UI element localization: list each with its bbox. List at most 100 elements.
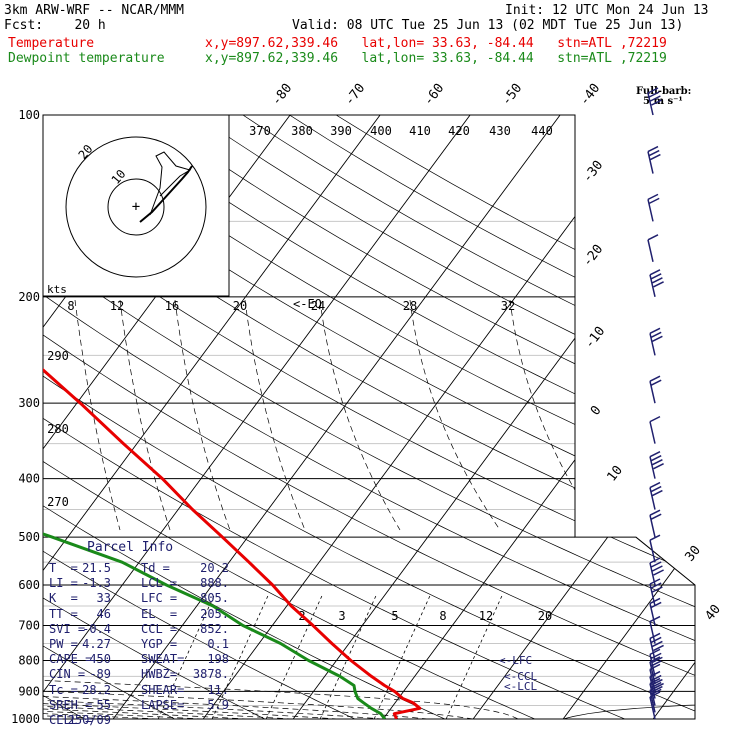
dry-adiabat-line <box>102 115 695 719</box>
isotherm-line <box>562 115 695 719</box>
parcel-info-value: -89 <box>89 667 111 682</box>
isotherm-label: 40 <box>703 602 724 624</box>
isotherm-label: -20 <box>580 242 606 270</box>
level-marker-lcl: <-LCL <box>504 680 537 693</box>
pressure-tick-label: 300 <box>18 396 40 410</box>
dry-adiabat-line <box>43 115 265 719</box>
hodograph-arc <box>319 299 401 531</box>
isotherm-label: -50 <box>499 81 525 109</box>
wind-barb <box>647 193 660 222</box>
wind-barb <box>649 450 664 479</box>
theta-label: 440 <box>531 124 553 138</box>
parcel-info-label: Td = <box>141 561 170 575</box>
parcel-info-row: LI = -1.3 LCL = 888. <box>49 576 235 591</box>
hodograph-speed-label: 20 <box>233 299 247 313</box>
hodograph-arc <box>409 299 501 531</box>
hodograph-arc <box>244 299 306 531</box>
hodograph-speed-label: 28 <box>403 299 417 313</box>
dry-adiabat-line <box>43 115 355 719</box>
isotherm-line <box>0 115 20 719</box>
parcel-info-value: 46 <box>96 606 111 621</box>
parcel-info-label: CCL = <box>141 621 178 636</box>
pressure-tick-label: 1000 <box>11 712 40 726</box>
dewpoint-legend-label: Dewpoint temperature <box>8 51 165 66</box>
mixing-ratio-line <box>265 593 324 719</box>
pressure-tick-label: 500 <box>18 530 40 544</box>
wind-barb <box>647 145 661 174</box>
parcel-info-value: 205. <box>200 606 229 621</box>
dry-adiabat-line <box>43 115 695 719</box>
parcel-info-value: 11. <box>207 682 229 697</box>
isotherm-label: -70 <box>342 81 368 109</box>
isotherm-line <box>292 115 695 719</box>
parcel-info-row: Tc = 28.2 SHEAR= 11. <box>49 683 235 698</box>
parcel-info-label: T = <box>49 561 78 575</box>
theta-label: 410 <box>409 124 431 138</box>
parcel-info-row: SREH = 55 LAPSE= 5.9 <box>49 698 235 713</box>
parcel-info-row: SVI = -0.4 CCL = 852. <box>49 622 235 637</box>
hodograph-eq-marker: <-EQ <box>293 297 322 311</box>
parcel-info-label: LFC = <box>141 591 178 606</box>
isotherm-label: -60 <box>421 81 447 109</box>
parcel-info-row: T = 21.5 Td = 20.2 <box>49 561 235 576</box>
parcel-info-box: Parcel Info T = 21.5 Td = 20.2 LI = -1.3 LCL =… <box>43 538 236 728</box>
temperature-location: x,y=897.62,339.46 lat,lon= 33.63, -84.44… <box>205 36 667 51</box>
wind-barb <box>649 615 661 644</box>
mixing-ratio-label: 20 <box>538 609 552 623</box>
dry-adiabat-line <box>289 115 695 719</box>
pressure-tick-label: 600 <box>18 578 40 592</box>
wind-barb <box>649 632 664 661</box>
parcel-info-row: PW = 4.27 YGP = 0.1 <box>49 637 235 652</box>
hodograph-ring <box>107 178 165 236</box>
dry-adiabat-line <box>56 115 695 719</box>
wind-barb <box>649 415 661 444</box>
parcel-info-label: SVI = <box>49 621 86 636</box>
hodograph-storm-trace <box>149 151 192 216</box>
hodograph-trace <box>139 165 193 223</box>
pressure-tick-label: 400 <box>18 472 40 486</box>
parcel-info-label: TT = <box>49 606 78 621</box>
pressure-tick-label: 200 <box>18 290 40 304</box>
wind-barb <box>649 509 662 538</box>
theta-label: 390 <box>330 124 352 138</box>
theta-label: 420 <box>448 124 470 138</box>
parcel-info-value: -0.4 <box>82 621 111 636</box>
dry-adiabat-line <box>43 115 175 719</box>
hodograph-speed-label: 16 <box>165 299 179 313</box>
wind-barb <box>649 327 663 356</box>
dry-adiabat-line <box>43 115 695 719</box>
parcel-info-label: EL = <box>141 606 178 621</box>
pressure-tick-label: 700 <box>18 618 40 632</box>
mixing-ratio-line <box>445 593 504 719</box>
parcel-info-row: CELL = 250/09 <box>49 713 235 728</box>
parcel-info-row: TT = 46 EL = 205. <box>49 607 235 622</box>
temperature-legend-label: Temperature <box>8 36 95 51</box>
parcel-info-value: 28.2 <box>82 682 111 697</box>
moist-adiabat-line <box>43 296 519 719</box>
isotherm-line <box>43 115 471 719</box>
hodograph-ring <box>65 136 207 278</box>
mixing-ratio-line <box>373 593 432 719</box>
parcel-info-row: CAPE = 450 SWEAT= 198 <box>49 652 235 667</box>
parcel-info-label: LAPSE= <box>141 697 185 712</box>
parcel-info-value: 3878. <box>192 667 229 682</box>
mixing-ratio-label: 3 <box>338 609 345 623</box>
wind-barb <box>649 578 663 607</box>
parcel-info-label: CIN = <box>49 667 86 682</box>
dry-adiabat-line <box>43 115 625 719</box>
parcel-info-label: HWBZ= <box>141 667 178 682</box>
hodograph-speed-label: 32 <box>501 299 515 313</box>
parcel-info-value: 5.9 <box>207 697 229 712</box>
hodograph-speed-label: 24 <box>311 299 325 313</box>
isotherm-label: -30 <box>580 158 606 186</box>
dry-adiabat-line <box>43 115 695 719</box>
isotherm-line <box>472 115 695 719</box>
dry-adiabat-line <box>43 115 535 719</box>
init-time: Init: 12 UTC Mon 24 Jun 13 <box>505 3 709 18</box>
pressure-tick-label: 900 <box>18 684 40 698</box>
parcel-info-label: YGP = <box>141 637 178 651</box>
dry-adiabat-label: 270 <box>47 495 69 509</box>
mixing-ratio-line <box>211 593 270 719</box>
parcel-info-row: CIN = -89 HWBZ= 3878. <box>49 667 235 682</box>
isotherm-label: 30 <box>683 543 704 565</box>
